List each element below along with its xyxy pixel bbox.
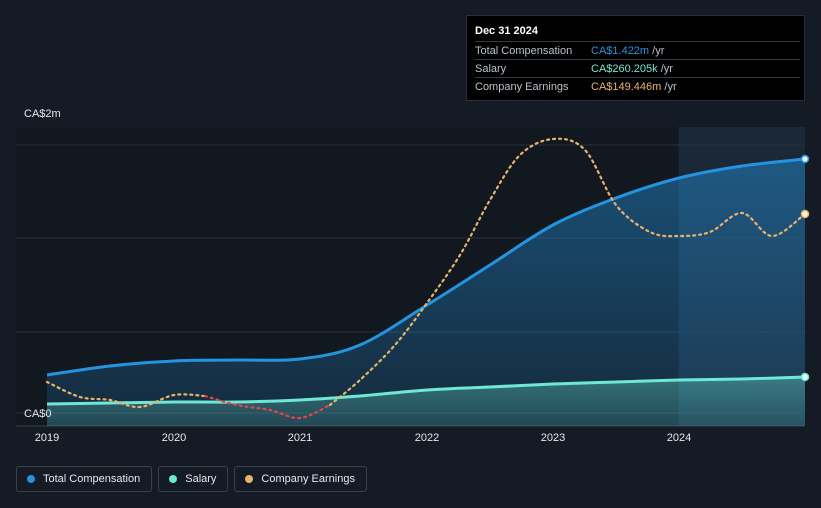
tooltip-unit: /yr <box>664 81 677 93</box>
legend-dot-icon <box>169 475 178 483</box>
tooltip-value: CA$260.205k <box>591 63 658 75</box>
tooltip-value-wrap: CA$260.205k /yr <box>591 63 673 75</box>
salary-end-point <box>800 372 810 382</box>
tooltip-row-company-earnings: Company Earnings CA$149.446m /yr <box>475 77 800 95</box>
salary-line <box>46 375 806 406</box>
x-tick-label-2019: 2019 <box>34 432 60 444</box>
company-earnings-end-point <box>800 209 810 219</box>
tooltip-label: Salary <box>475 63 507 75</box>
y-tick-label-max: CA$2m <box>24 108 61 120</box>
y-tick-label-min: CA$0 <box>24 408 52 420</box>
x-tick-label-2022: 2022 <box>414 432 440 444</box>
tooltip-row-total-compensation: Total Compensation CA$1.422m /yr <box>475 41 800 59</box>
legend-item-company-earnings[interactable]: Company Earnings <box>234 466 367 492</box>
hover-tooltip: Dec 31 2024 Total Compensation CA$1.422m… <box>466 15 805 101</box>
x-tick-label-2020: 2020 <box>161 432 187 444</box>
legend-dot-icon <box>245 475 254 483</box>
x-tick-label-2021: 2021 <box>287 432 313 444</box>
total-compensation-area <box>47 159 805 426</box>
tooltip-label: Total Compensation <box>475 45 573 57</box>
x-tick-label-2024: 2024 <box>666 432 692 444</box>
legend-item-salary[interactable]: Salary <box>158 466 229 492</box>
tooltip-unit: /yr <box>660 63 673 75</box>
tooltip-value-wrap: CA$149.446m /yr <box>591 81 677 93</box>
legend-label: Salary <box>185 473 217 485</box>
company-earnings-line <box>45 380 207 409</box>
legend-dot-icon <box>27 475 35 483</box>
tooltip-value: CA$1.422m <box>591 45 650 57</box>
tooltip-date: Dec 31 2024 <box>475 25 538 37</box>
chart-legend: Total Compensation Salary Company Earnin… <box>16 466 367 492</box>
company-earnings-negative-line <box>203 394 332 420</box>
salary-area <box>47 377 805 426</box>
company-earnings-line <box>328 137 807 407</box>
total-compensation-end-point <box>800 154 810 164</box>
legend-label: Total Compensation <box>43 473 141 485</box>
legend-label: Company Earnings <box>261 473 355 485</box>
x-tick-label-2023: 2023 <box>540 432 566 444</box>
tooltip-value: CA$149.446m <box>591 81 662 93</box>
legend-item-total-compensation[interactable]: Total Compensation <box>16 466 153 492</box>
total-compensation-line <box>46 157 806 377</box>
tooltip-row-salary: Salary CA$260.205k /yr <box>475 59 800 77</box>
tooltip-label: Company Earnings <box>475 81 569 93</box>
tooltip-unit: /yr <box>652 45 665 57</box>
tooltip-value-wrap: CA$1.422m /yr <box>591 45 664 57</box>
